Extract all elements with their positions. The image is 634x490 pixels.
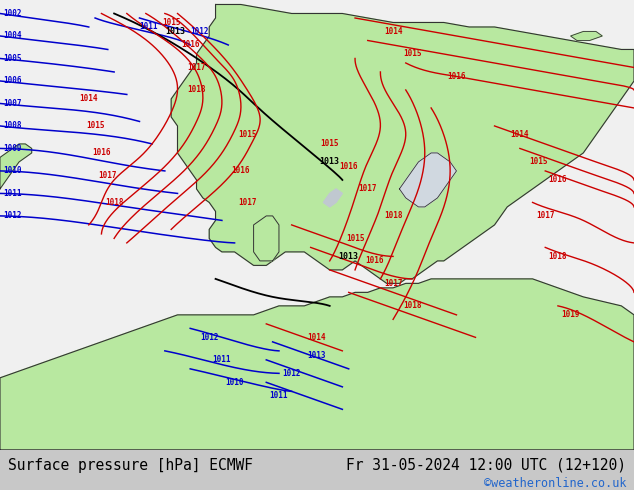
Text: Fr 31-05-2024 12:00 UTC (12+120): Fr 31-05-2024 12:00 UTC (12+120) [346,458,626,472]
Text: 1013: 1013 [320,157,340,167]
Text: 1013: 1013 [339,252,359,261]
Text: 1015: 1015 [320,140,339,148]
Text: 1015: 1015 [403,49,422,58]
Text: 1017: 1017 [536,211,555,220]
Text: 1007: 1007 [3,99,22,108]
Text: 1012: 1012 [190,27,209,36]
Text: 1016: 1016 [548,175,567,184]
Text: 1016: 1016 [447,72,466,81]
Text: 1011: 1011 [139,23,158,31]
Text: 1014: 1014 [307,333,327,342]
Polygon shape [254,216,279,261]
Text: 1008: 1008 [3,122,22,130]
Text: 1014: 1014 [79,95,98,103]
Text: 1012: 1012 [282,369,301,378]
Text: 1012: 1012 [3,211,22,220]
Text: 1018: 1018 [403,301,422,310]
Text: 1010: 1010 [225,378,244,387]
Text: 1009: 1009 [3,144,22,153]
Text: 1014: 1014 [510,130,529,140]
Text: 1005: 1005 [3,54,22,63]
Text: 1006: 1006 [3,76,22,85]
Text: 1012: 1012 [200,333,219,342]
Text: 1015: 1015 [238,130,257,140]
Text: 1018: 1018 [105,198,124,207]
Text: 1016: 1016 [231,167,250,175]
Text: 1015: 1015 [86,122,105,130]
Text: 1004: 1004 [3,31,22,41]
Polygon shape [323,189,342,207]
Text: 1013: 1013 [165,27,185,36]
Text: 1018: 1018 [187,85,206,95]
Text: ©weatheronline.co.uk: ©weatheronline.co.uk [484,477,626,490]
Text: 1015: 1015 [529,157,548,167]
Polygon shape [0,144,32,189]
Text: 1016: 1016 [365,256,384,266]
Text: 1016: 1016 [92,148,111,157]
Polygon shape [0,279,634,450]
Text: 1018: 1018 [384,211,403,220]
Text: 1016: 1016 [181,41,200,49]
Text: 1011: 1011 [3,189,22,198]
Text: 1015: 1015 [346,234,365,243]
Polygon shape [399,153,456,207]
Text: 1017: 1017 [187,63,206,72]
Text: 1017: 1017 [358,184,377,194]
Text: 1017: 1017 [238,198,257,207]
Text: 1002: 1002 [3,9,22,18]
Text: 1019: 1019 [561,310,580,319]
Text: Surface pressure [hPa] ECMWF: Surface pressure [hPa] ECMWF [8,458,252,472]
Polygon shape [571,31,602,41]
Text: 1010: 1010 [3,167,22,175]
Text: 1014: 1014 [384,27,403,36]
Text: 1017: 1017 [98,171,117,180]
Text: 1013: 1013 [307,351,327,360]
Text: 1017: 1017 [384,279,403,288]
Text: 1015: 1015 [162,18,181,27]
Text: 1016: 1016 [339,162,358,171]
Text: 1018: 1018 [548,252,567,261]
Text: 1011: 1011 [212,355,231,365]
Polygon shape [171,4,634,283]
Text: 1011: 1011 [269,392,288,400]
